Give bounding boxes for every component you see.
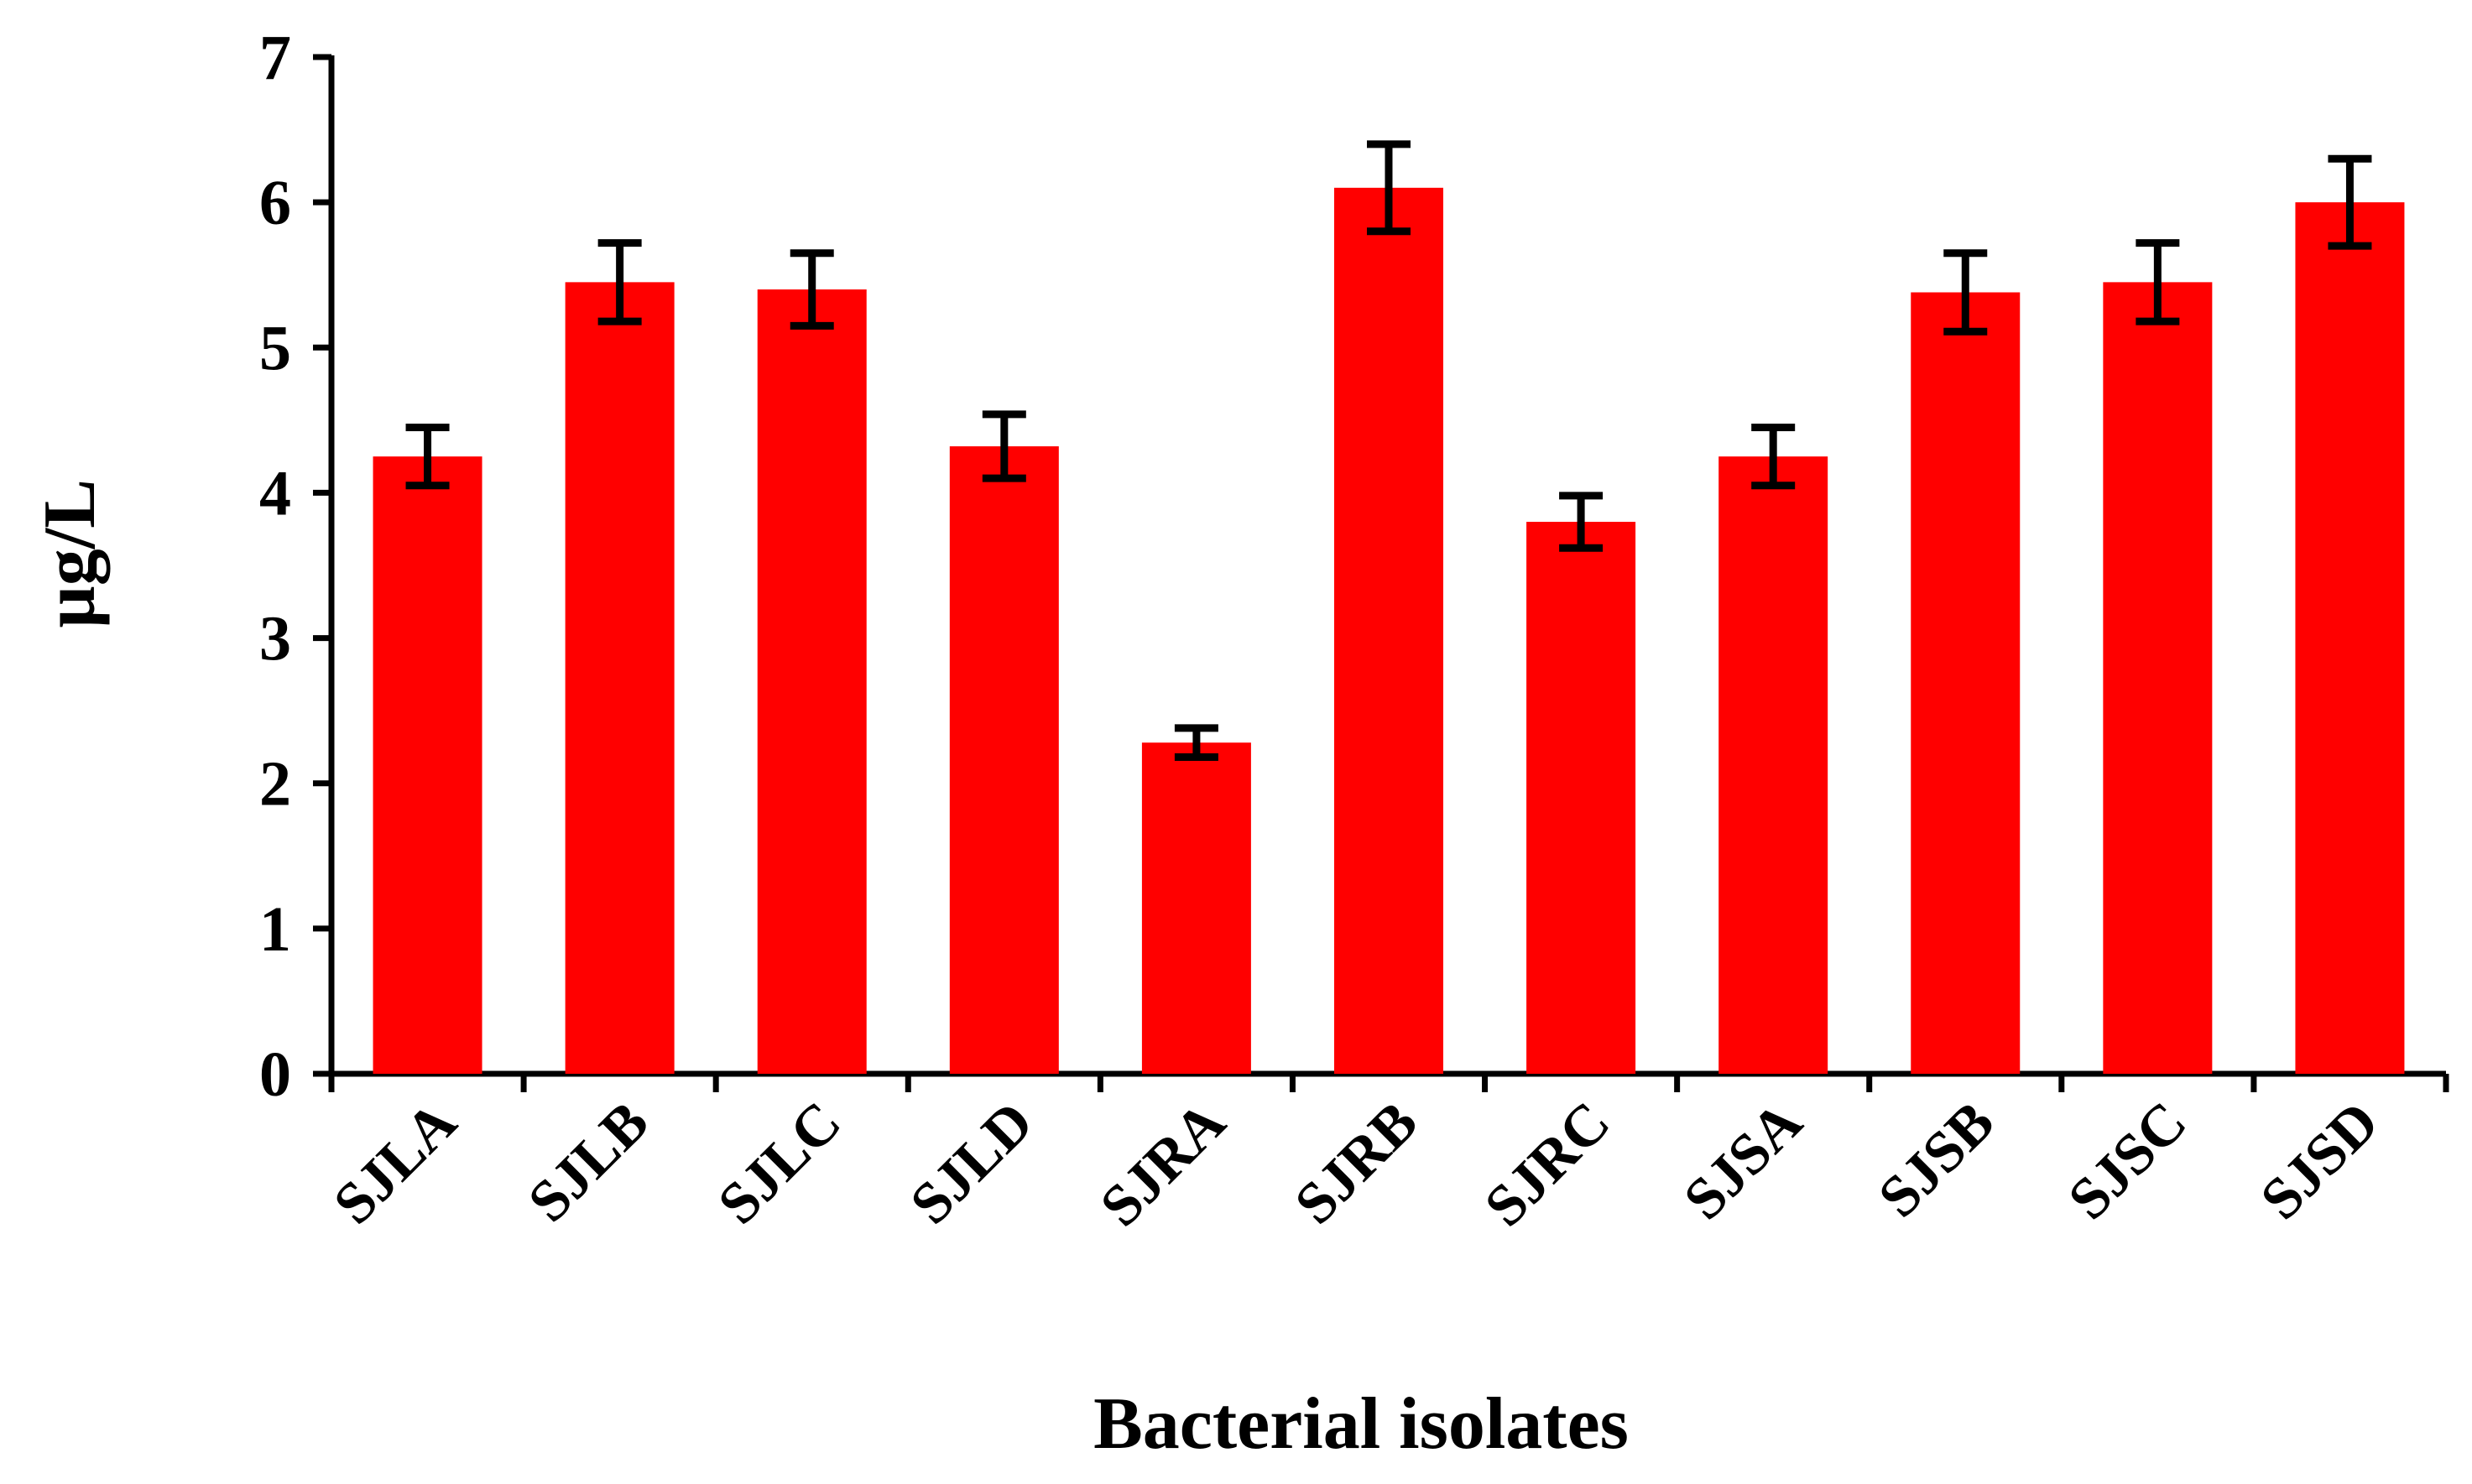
- y-tick-label: 4: [259, 458, 291, 529]
- x-tick-label: SJRC: [1473, 1090, 1622, 1239]
- x-tick-label: SJLC: [707, 1090, 853, 1237]
- y-tick-label: 2: [259, 749, 291, 820]
- bar-sjlc: [757, 289, 867, 1074]
- x-tick-label: SJLB: [516, 1090, 661, 1235]
- bar-sjsa: [1718, 456, 1828, 1074]
- bars: [373, 187, 2405, 1075]
- x-axis: SJLA SJLB SJLC SJLD SJRA SJRB SJRC SJSA SJSB SJSC…: [321, 1070, 2449, 1240]
- y-tick-label: 3: [259, 604, 291, 674]
- x-tick-label: SJSC: [2057, 1090, 2199, 1232]
- x-tick-label: SJSB: [1866, 1090, 2006, 1230]
- error-bars: [405, 140, 2372, 762]
- y-tick-label: 7: [259, 23, 291, 93]
- bar-sjsc: [2103, 282, 2213, 1074]
- y-axis: 0 1 2 3 4 5 6 7: [259, 23, 335, 1110]
- y-axis-title: µg/L: [29, 479, 111, 628]
- bar-sjld: [949, 446, 1059, 1074]
- y-tick-label: 5: [259, 313, 291, 383]
- bar-sjsb: [1911, 292, 2021, 1074]
- bar-sjlb: [565, 282, 675, 1074]
- x-tick-label: SJLD: [899, 1090, 1046, 1237]
- x-axis-title: Bacterial isolates: [1093, 1383, 1629, 1465]
- bar-sjrb: [1334, 187, 1443, 1074]
- y-tick-label: 1: [259, 894, 291, 965]
- x-tick-label: SJSA: [1671, 1090, 1814, 1232]
- x-tick-label: SJLA: [321, 1090, 469, 1237]
- bar-sjsd: [2295, 202, 2405, 1075]
- bar-sjla: [373, 456, 482, 1074]
- bar-sjrc: [1526, 522, 1636, 1074]
- x-tick-label: SJRB: [1283, 1090, 1430, 1237]
- bar-sjra: [1141, 742, 1251, 1074]
- x-tick-label: SJSD: [2249, 1090, 2391, 1232]
- y-tick-label: 0: [259, 1039, 291, 1110]
- x-tick-label: SJRA: [1088, 1090, 1239, 1240]
- y-tick-label: 6: [259, 168, 291, 238]
